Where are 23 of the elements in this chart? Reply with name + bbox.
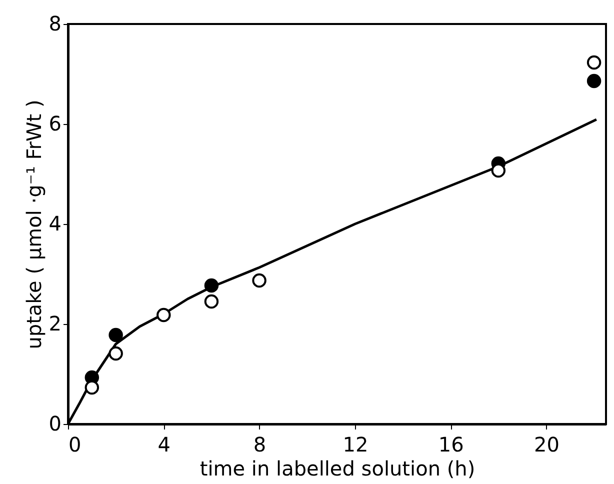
point xyxy=(204,278,219,293)
y-tick-label: 6 xyxy=(48,112,62,136)
x-tick-label: 16 xyxy=(438,432,464,456)
point xyxy=(586,74,602,88)
y-tick-label: 4 xyxy=(48,212,62,236)
point xyxy=(108,328,123,342)
y-axis-title: uptake ( µmol ·g⁻¹ FrWt ) xyxy=(22,100,46,350)
x-tick-label: 4 xyxy=(158,432,171,456)
y-tick-label: 2 xyxy=(48,312,62,336)
x-tick-label: 8 xyxy=(253,432,266,456)
point xyxy=(491,163,506,178)
point xyxy=(204,294,219,309)
x-axis-title: time in labelled solution (h) xyxy=(200,456,476,480)
point xyxy=(156,308,171,322)
x-tick-label: 12 xyxy=(342,432,368,456)
x-tick-label: 0 xyxy=(68,432,82,456)
point xyxy=(84,380,100,395)
point xyxy=(252,273,266,288)
x-tick-label: 20 xyxy=(534,432,560,456)
y-tick-label: 0 xyxy=(48,412,62,436)
y-tick-label: 8 xyxy=(48,12,62,36)
point xyxy=(586,55,602,70)
point xyxy=(108,346,123,361)
